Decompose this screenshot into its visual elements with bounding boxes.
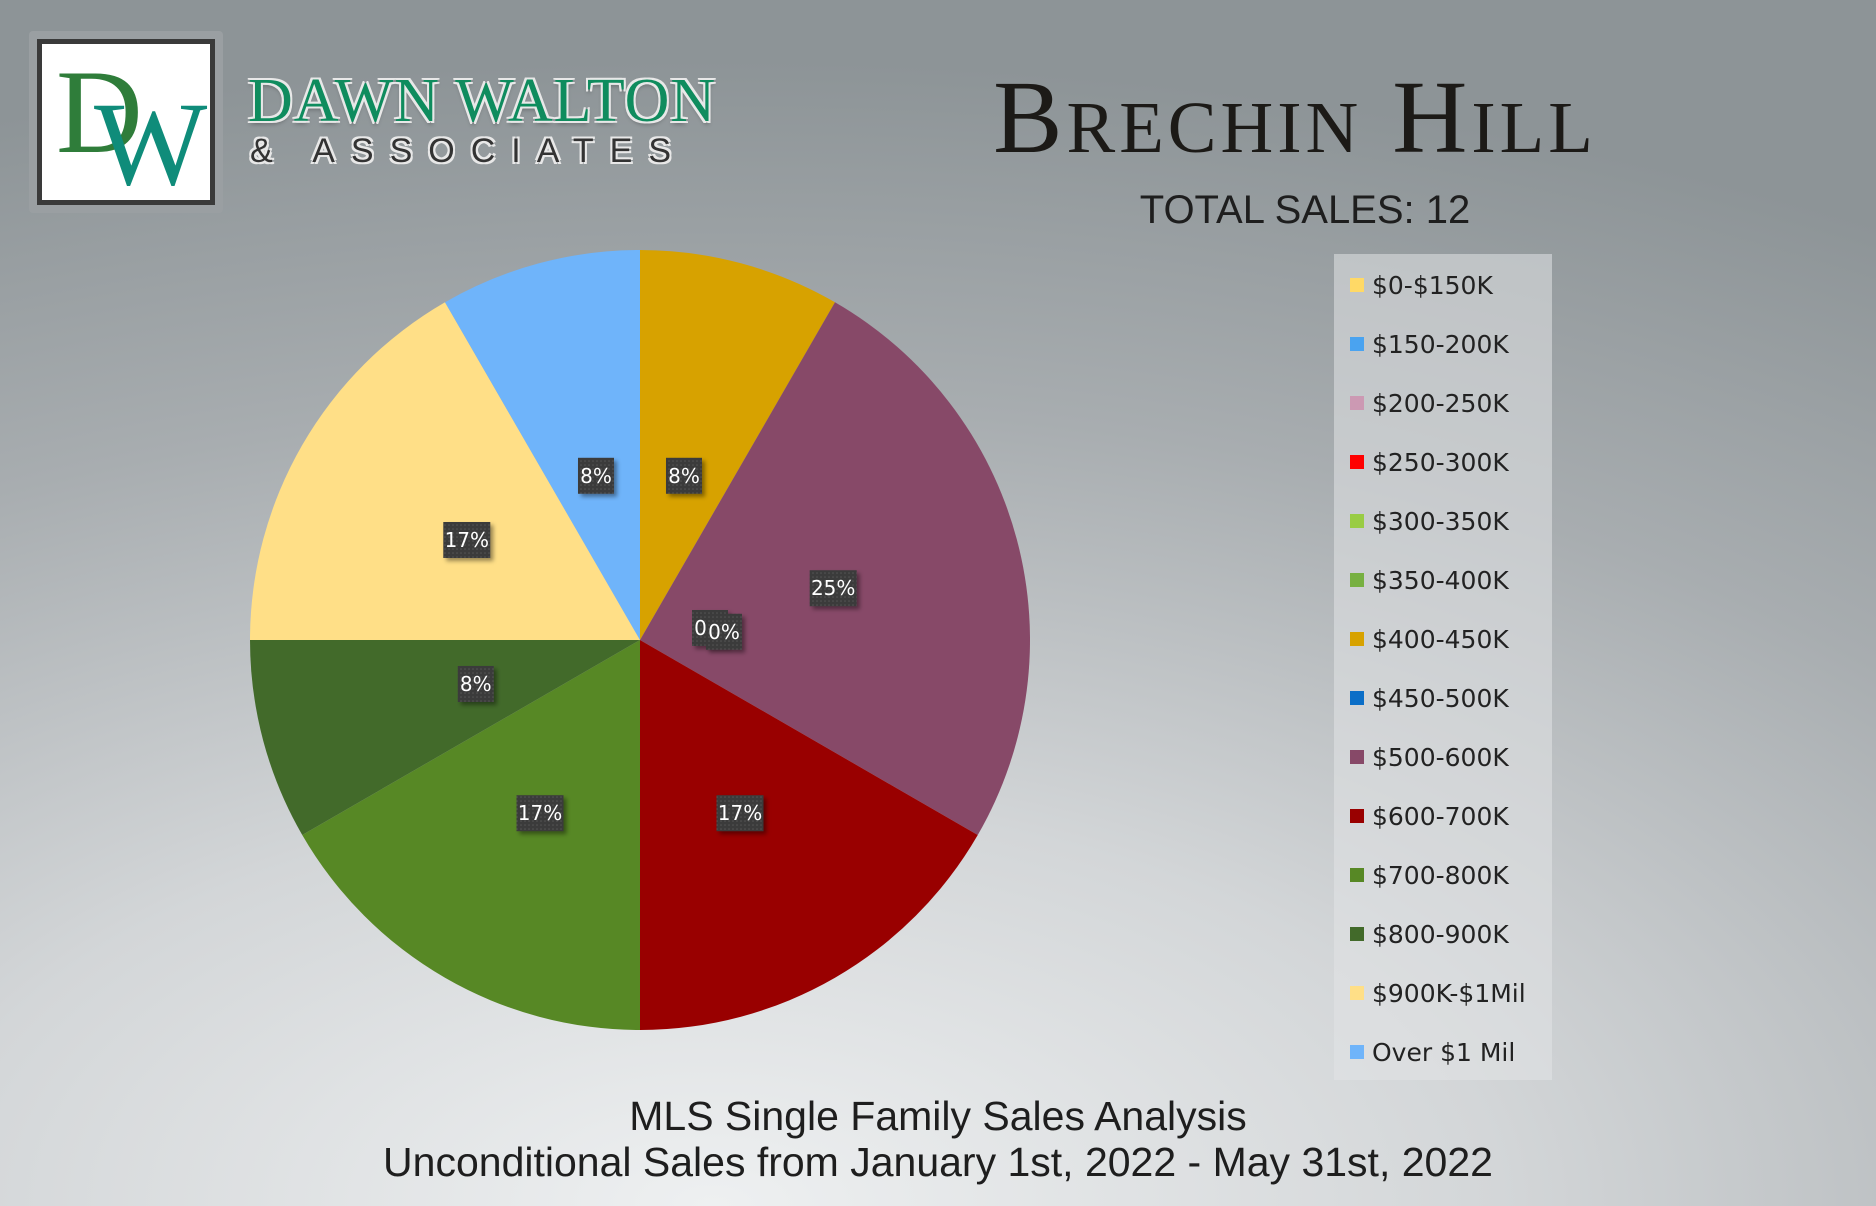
legend-item-900k-1mil: $900K-$1Mil	[1350, 978, 1526, 1008]
data-label-800-900k-box	[457, 665, 494, 702]
chart-subtitle: TOTAL SALES: 12	[1139, 188, 1471, 232]
data-label-700-800k-box	[516, 795, 564, 832]
legend-label: $350-400K	[1372, 565, 1509, 595]
data-label-900k-1mil: 17%	[443, 522, 491, 558]
chart-title: Brechin Hill	[993, 60, 1597, 175]
pie-slice-700-800k	[302, 640, 640, 1030]
legend-swatch	[1350, 927, 1364, 941]
legend-item-600-700k: $600-700K	[1350, 801, 1509, 831]
pie-slice-400-450k	[640, 250, 835, 640]
legend-swatch	[1350, 868, 1364, 882]
legend-label: $250-300K	[1372, 447, 1509, 477]
legend-item-800-900k: $800-900K	[1350, 919, 1509, 949]
legend-swatch	[1350, 455, 1364, 469]
data-label-900k-1mil-box	[443, 522, 491, 558]
legend-label: $0-$150K	[1372, 270, 1493, 300]
data-label-450-500k: 0%	[706, 613, 742, 650]
brand-name: DAWN WALTON	[248, 67, 717, 135]
footer-title: MLS Single Family Sales Analysis	[629, 1093, 1247, 1139]
logo-frame: D W	[29, 31, 223, 213]
legend-item-450-500k: $450-500K	[1350, 683, 1509, 713]
legend-swatch	[1350, 396, 1364, 410]
legend-swatch	[1350, 278, 1364, 292]
data-label-600-700k-text: 17%	[718, 801, 762, 825]
data-label-800-900k-text: 8%	[460, 672, 492, 696]
data-label-900k-1mil-text: 17%	[445, 528, 489, 552]
pie-slice-600-700k	[640, 640, 978, 1030]
legend-label: $150-200K	[1372, 329, 1509, 359]
data-label-500-600k-box	[809, 570, 857, 607]
pie-slice-900k-1mil	[250, 302, 640, 640]
monogram-d: D	[56, 45, 143, 178]
dw-monogram-logo: D W	[56, 45, 208, 200]
data-label-600-700k: 17%	[716, 795, 764, 832]
logo-inner: D W	[37, 39, 215, 205]
data-label-400-450k-text: 8%	[668, 464, 700, 488]
legend-label: $300-350K	[1372, 506, 1509, 536]
data-label-over-1-mil-text: 8%	[580, 464, 612, 488]
data-label-500-600k: 25%	[809, 570, 857, 607]
legend-swatch	[1350, 986, 1364, 1000]
legend-label: $400-450K	[1372, 624, 1509, 654]
data-label-700-800k: 17%	[516, 795, 564, 832]
data-label-600-700k-box	[716, 795, 764, 832]
legend-item-200-250k: $200-250K	[1350, 388, 1509, 418]
legend-swatch	[1350, 337, 1364, 351]
legend-label: $600-700K	[1372, 801, 1509, 831]
legend-item-500-600k: $500-600K	[1350, 742, 1509, 772]
legend-label: $200-250K	[1372, 388, 1509, 418]
data-label-500-600k-text: 25%	[811, 576, 855, 600]
data-label-800-900k: 8%	[457, 665, 494, 702]
pie-slice-over-1-mil	[445, 250, 640, 640]
legend-swatch	[1350, 691, 1364, 705]
legend-label: $500-600K	[1372, 742, 1509, 772]
pie-slice-800-900k	[250, 640, 640, 835]
legend-swatch	[1350, 573, 1364, 587]
legend-item-0-150k: $0-$150K	[1350, 270, 1493, 300]
footer-date-range: Unconditional Sales from January 1st, 20…	[383, 1139, 1493, 1185]
pie-slice-500-600k	[640, 302, 1030, 835]
data-label-450-500k-box	[706, 613, 742, 650]
data-label-400-450k-box	[665, 457, 702, 494]
legend-item-150-200k: $150-200K	[1350, 329, 1509, 359]
legend-swatch	[1350, 809, 1364, 823]
legend-label: $900K-$1Mil	[1372, 978, 1526, 1008]
data-label-450-500k-text: 0%	[708, 620, 740, 644]
data-label-over-1-mil: 8%	[578, 457, 615, 494]
data-label-700-800k-text: 17%	[518, 801, 562, 825]
legend-item-350-400k: $350-400K	[1350, 565, 1509, 595]
monogram-w: W	[94, 77, 208, 200]
legend-item-300-350k: $300-350K	[1350, 506, 1509, 536]
legend-label: $700-800K	[1372, 860, 1509, 890]
data-label-over-1-mil-box	[578, 457, 615, 494]
legend-item-over-1-mil: Over $1 Mil	[1350, 1037, 1515, 1067]
legend-label: $450-500K	[1372, 683, 1509, 713]
chart-legend: $0-$150K $150-200K $200-250K $250-300K $300-…	[1334, 254, 1552, 1080]
legend-item-400-450k: $400-450K	[1350, 624, 1509, 654]
legend-swatch	[1350, 1045, 1364, 1059]
legend-swatch	[1350, 750, 1364, 764]
legend-swatch	[1350, 514, 1364, 528]
legend-item-700-800k: $700-800K	[1350, 860, 1509, 890]
brand-tagline: & ASSOCIATES	[250, 132, 688, 170]
legend-swatch	[1350, 632, 1364, 646]
legend-label: $800-900K	[1372, 919, 1509, 949]
data-label-400-450k: 8%	[665, 457, 702, 494]
legend-item-250-300k: $250-300K	[1350, 447, 1509, 477]
legend-label: Over $1 Mil	[1372, 1037, 1516, 1067]
